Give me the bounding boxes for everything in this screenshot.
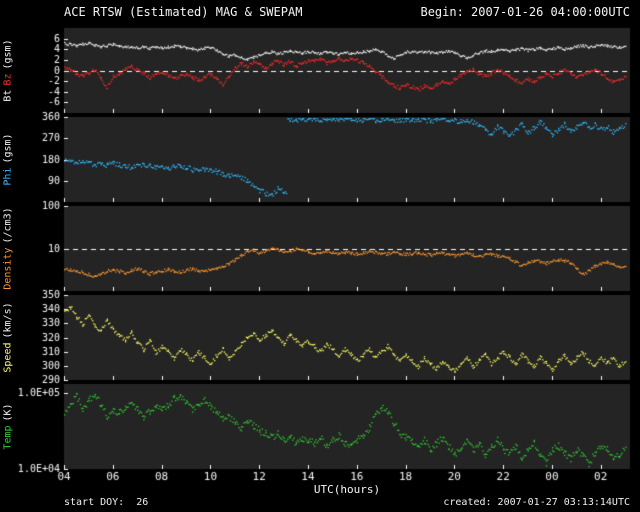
yaxis-label-phi: Phi (gsm)	[0, 117, 16, 202]
yaxis-label-density-name: Density	[2, 247, 14, 290]
yaxis-label-bt: Bt	[2, 89, 14, 102]
yaxis-label-phi-name: Phi	[2, 167, 14, 186]
yaxis-label-speed-name: Speed	[2, 342, 14, 373]
start-doy-label: start DOY: 26	[64, 497, 149, 508]
yaxis-label-density-units: (/cm3)	[2, 207, 14, 244]
yaxis-label-bz: Bz	[2, 73, 14, 86]
yaxis-label-speed-units: (km/s)	[2, 302, 14, 339]
xaxis-label: UTC(hours)	[313, 483, 381, 496]
yaxis-label-mag: Bt Bz (gsm)	[0, 28, 16, 113]
yaxis-label-phi-units: (gsm)	[2, 133, 14, 164]
yaxis-label-density: Density (/cm3)	[0, 206, 16, 291]
begin-timestamp: Begin: 2007-01-26 04:00:00UTC	[420, 5, 630, 19]
yaxis-label-speed: Speed (km/s)	[0, 295, 16, 380]
yaxis-label-temp-units: (K)	[2, 403, 14, 422]
yaxis-label-mag-units: (gsm)	[2, 39, 14, 70]
page-title: ACE RTSW (Estimated) MAG & SWEPAM	[64, 5, 303, 19]
yaxis-label-temp: Temp (K)	[0, 384, 16, 469]
created-timestamp: created: 2007-01-27 03:13:14UTC	[443, 497, 630, 508]
yaxis-label-temp-name: Temp	[2, 425, 14, 450]
